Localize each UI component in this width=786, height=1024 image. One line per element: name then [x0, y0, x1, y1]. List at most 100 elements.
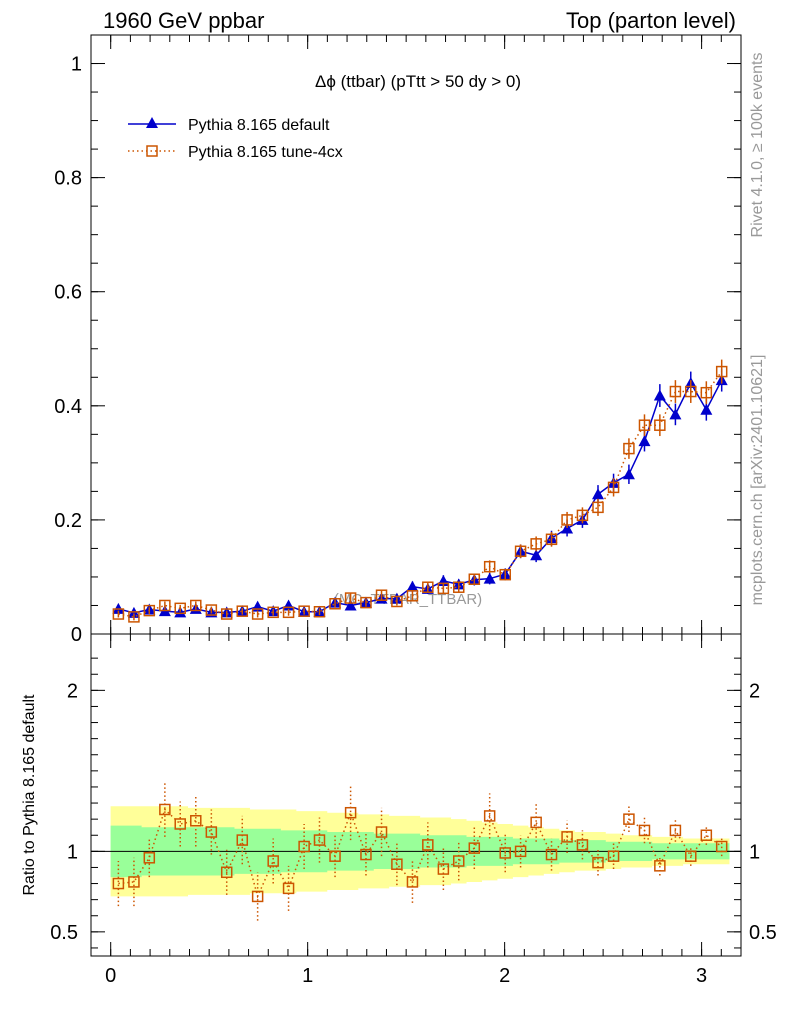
main-ytick-label: 0 [71, 624, 82, 646]
series-line-0 [118, 379, 723, 614]
ratio-xtick-label: 0 [105, 965, 116, 987]
data-point-triangle [638, 435, 651, 447]
ratio-data-point-square [715, 840, 728, 853]
data-point-square [174, 602, 186, 615]
data-point-triangle [483, 572, 496, 584]
data-point-square [545, 533, 558, 546]
data-point-square [190, 599, 202, 612]
ratio-data-point-square [576, 839, 589, 851]
data-point-square [607, 481, 620, 494]
ratio-data-point-square [499, 847, 511, 859]
data-point-triangle [282, 599, 295, 611]
main-panel: Δϕ (ttbar) (pTtt > 50 dy > 0) (MC_TTBAR_… [54, 34, 742, 646]
ratio-ytick-label-right: 2 [749, 680, 760, 702]
data-point-square [128, 611, 140, 623]
data-point-square [592, 501, 604, 514]
ratio-data-point-square [112, 877, 125, 890]
data-point-square [483, 560, 496, 573]
legend: Pythia 8.165 default Pythia 8.165 tune-4… [128, 117, 343, 161]
data-point-triangle [406, 580, 419, 592]
data-point-square [391, 595, 403, 608]
ratio-data-point-square [654, 860, 666, 872]
data-point-square [205, 604, 218, 616]
data-point-square [251, 608, 264, 620]
ratio-data-point-square [344, 806, 357, 819]
legend-square-marker-icon [146, 145, 158, 157]
ratio-data-point-square [375, 826, 388, 838]
data-point-square [685, 385, 697, 398]
data-point-square [530, 538, 542, 550]
ratio-data-point-square [545, 848, 558, 861]
data-point-square [267, 606, 279, 619]
data-point-square [576, 509, 589, 522]
legend-label-default: Pythia 8.165 default [188, 117, 330, 134]
ratio-data-point-square [205, 826, 218, 838]
data-point-square [437, 582, 450, 595]
ratio-ytick-label: 2 [67, 680, 78, 702]
data-point-square [406, 590, 419, 602]
main-ytick-label: 0.4 [54, 396, 82, 418]
data-point-triangle [251, 600, 264, 612]
ratio-ytick-label-right: 1 [749, 841, 760, 863]
ratio-panel: 0.5 0.5 1 1 2 2 0 1 2 3 [50, 633, 777, 987]
data-point-square [638, 419, 651, 431]
data-point-square [623, 442, 635, 455]
ratio-data-point-square [437, 863, 450, 875]
main-plot-title: Δϕ (ttbar) (pTtt > 50 dy > 0) [315, 72, 521, 91]
header-left-label: 1960 GeV ppbar [103, 8, 264, 33]
data-point-square [329, 598, 341, 610]
ratio-data-point-square [685, 850, 697, 862]
ratio-data-point-square [700, 829, 713, 841]
data-point-triangle [174, 606, 187, 618]
legend-label-tune: Pythia 8.165 tune-4cx [188, 144, 343, 161]
ratio-data-point-square [360, 848, 372, 861]
ratio-data-point-square [391, 858, 403, 870]
ratio-data-point-square [313, 834, 326, 846]
ratio-data-point-square [530, 816, 542, 829]
data-point-square [220, 608, 233, 620]
ratio-ylabel: Ratio to Pythia 8.165 default [21, 694, 38, 896]
data-point-square [715, 365, 728, 378]
ratio-data-point-square [468, 842, 481, 854]
data-point-triangle [622, 468, 635, 480]
main-ytick-label: 0.2 [54, 510, 82, 532]
ratio-data-point-square [143, 852, 156, 864]
ratio-data-point-square [452, 855, 465, 867]
data-point-square [654, 419, 666, 431]
ratio-series-line-0 [118, 808, 723, 899]
data-point-square [375, 589, 388, 601]
data-point-triangle [669, 408, 682, 420]
ratio-ytick-label: 1 [67, 841, 78, 863]
main-ytick-label: 0.6 [54, 282, 82, 304]
ratio-data-point-square [190, 815, 202, 827]
ratio-data-point-square [251, 890, 264, 903]
ratio-data-point-square [592, 856, 604, 869]
data-point-square [514, 545, 527, 558]
series-line-1 [118, 371, 723, 618]
data-point-triangle [344, 599, 357, 611]
ratio-plot-frame [90, 633, 742, 957]
data-point-square [159, 599, 171, 612]
data-point-square [112, 608, 125, 620]
data-point-square [700, 386, 713, 399]
ratio-data-point-square [623, 813, 635, 825]
data-point-square [282, 606, 295, 619]
data-point-triangle [653, 389, 666, 401]
ratio-data-point-square [607, 850, 620, 862]
ratio-data-point-square [282, 882, 295, 895]
data-point-square [298, 605, 310, 617]
ratio-xtick-label: 1 [302, 965, 313, 987]
ratio-data-point-square [298, 840, 310, 853]
ratio-xtick-label: 2 [499, 965, 510, 987]
ratio-data-point-square [406, 876, 419, 888]
header-right-label: Top (parton level) [566, 8, 736, 33]
legend-triangle-marker-icon [146, 117, 158, 128]
ratio-data-point-square [159, 803, 171, 816]
data-point-square [236, 605, 249, 617]
data-point-square [360, 596, 372, 609]
data-point-square [468, 573, 481, 585]
ratio-xtick-label: 3 [696, 965, 707, 987]
ratio-data-point-square [236, 834, 249, 846]
data-point-square [561, 514, 573, 526]
